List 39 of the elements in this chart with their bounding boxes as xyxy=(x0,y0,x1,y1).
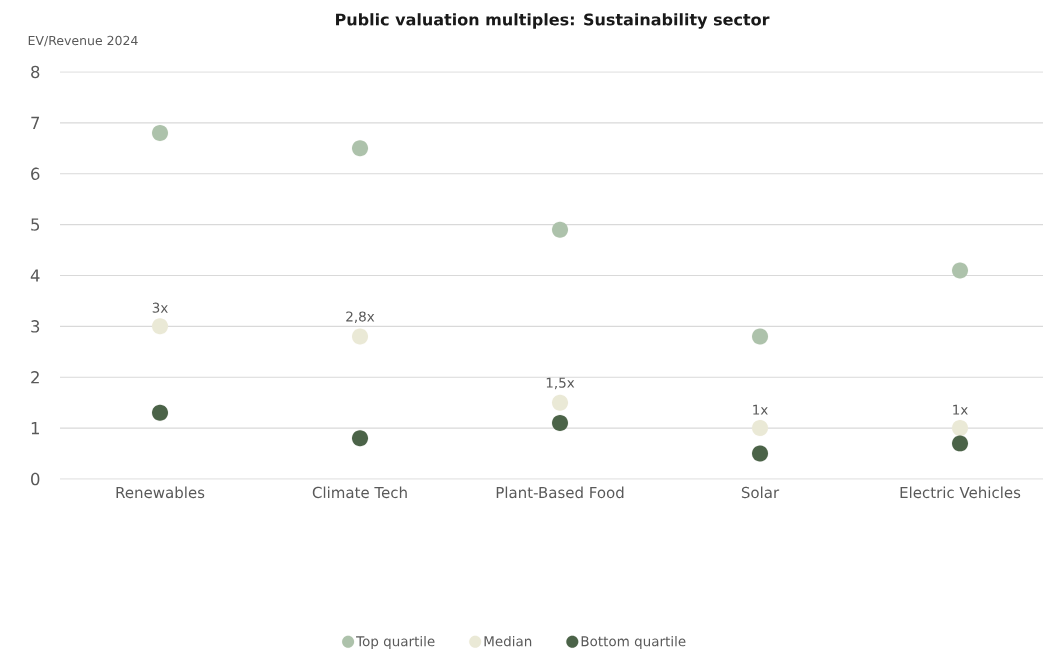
y-tick-label: 4 xyxy=(30,269,40,282)
y-tick-label: 5 xyxy=(31,218,40,231)
y-tick-label: 3 xyxy=(31,320,40,333)
y-tick-label: 8 xyxy=(31,65,40,79)
point xyxy=(551,414,569,432)
point xyxy=(351,328,369,345)
data-label: 1x xyxy=(753,404,768,415)
legend-label: Median xyxy=(484,635,532,647)
point xyxy=(551,221,569,238)
point xyxy=(151,124,169,142)
data-label: 1x xyxy=(953,404,968,415)
y-tick-label: 0 xyxy=(31,472,40,486)
point xyxy=(951,435,969,452)
x-tick-label: Climate Tech xyxy=(312,486,407,499)
point xyxy=(351,430,369,447)
y-tick-label: 1 xyxy=(31,422,39,435)
x-tick-label: Renewables xyxy=(116,486,205,499)
point xyxy=(951,262,969,279)
chart-title: Public valuation multiples: Sustainability sector xyxy=(336,13,770,29)
point xyxy=(151,404,169,421)
y-tick-label: 6 xyxy=(31,167,40,180)
y-tick-label: 2 xyxy=(31,371,39,384)
data-label: 1,5x xyxy=(546,377,575,390)
x-tick-label: Electric Vehicles xyxy=(900,486,1021,499)
point xyxy=(751,420,769,437)
point xyxy=(951,420,969,437)
point xyxy=(751,328,769,345)
y-axis-title: EV/Revenue 2024 xyxy=(28,35,138,47)
data-label: 2,8x xyxy=(346,311,375,324)
y-tick-label: 7 xyxy=(31,116,40,129)
legend-label: Bottom quartile xyxy=(581,635,686,649)
x-tick-label: Solar xyxy=(741,486,780,499)
point xyxy=(151,318,169,335)
legend-label: Top quartile xyxy=(356,635,435,649)
point xyxy=(751,445,769,462)
data-label: 3x xyxy=(152,302,168,313)
point xyxy=(551,394,569,411)
x-tick-label: Plant-Based Food xyxy=(496,486,624,499)
point xyxy=(351,140,369,157)
